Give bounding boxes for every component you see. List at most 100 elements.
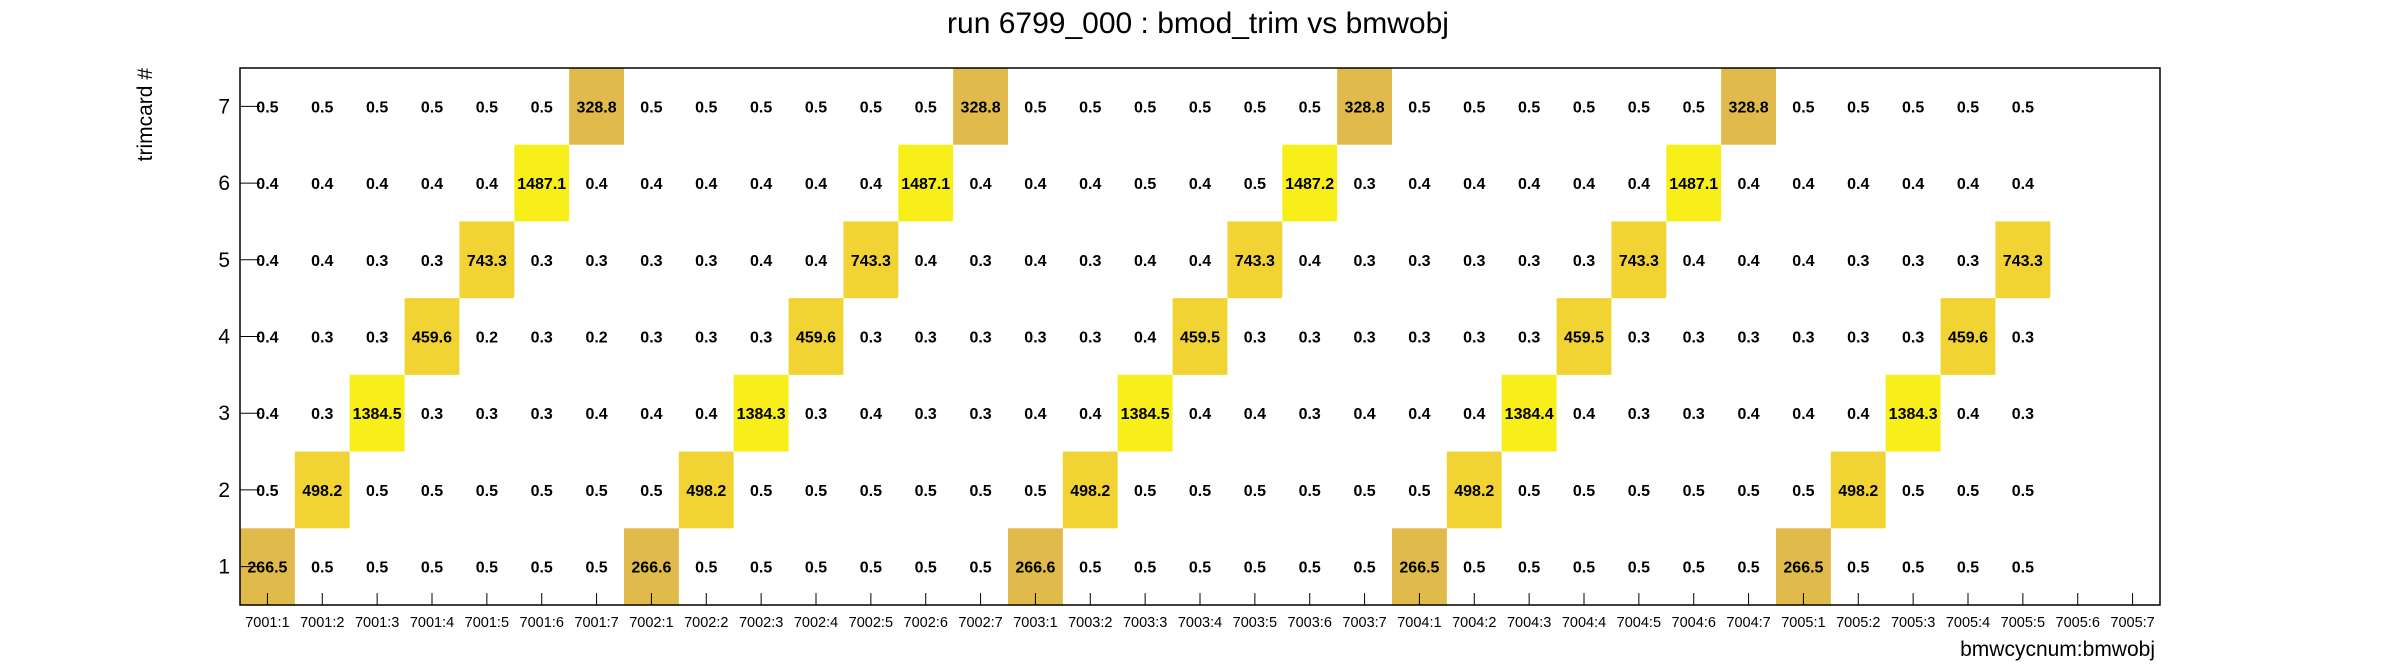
cell-value-label: 0.3 bbox=[311, 330, 333, 347]
cell-value-label: 0.3 bbox=[1408, 330, 1430, 347]
cell-value-label: 498.2 bbox=[686, 483, 726, 500]
cell-value-label: 0.4 bbox=[1628, 176, 1650, 193]
cell-value-label: 0.4 bbox=[969, 176, 991, 193]
x-tick-label: 7002:7 bbox=[958, 615, 1002, 631]
cell-value-label: 0.5 bbox=[860, 483, 882, 500]
heatmap-cell bbox=[1282, 144, 1338, 222]
cell-value-label: 0.5 bbox=[750, 560, 772, 577]
heatmap-cell bbox=[459, 221, 515, 299]
cell-value-label: 1487.1 bbox=[517, 176, 566, 193]
x-tick-label: 7001:3 bbox=[355, 615, 399, 631]
cell-value-label: 743.3 bbox=[2003, 253, 2043, 270]
cell-value-label: 0.5 bbox=[1683, 99, 1705, 116]
heatmap-cell bbox=[1008, 528, 1063, 605]
heatmap-cell bbox=[733, 374, 789, 452]
cell-value-label: 266.5 bbox=[1783, 560, 1823, 577]
cell-value-label: 0.5 bbox=[1518, 99, 1540, 116]
cell-value-label: 0.3 bbox=[1683, 406, 1705, 423]
cell-value-label: 0.5 bbox=[2012, 560, 2034, 577]
cell-value-label: 0.5 bbox=[311, 560, 333, 577]
cell-value-label: 0.5 bbox=[1737, 560, 1759, 577]
heatmap-cell bbox=[1830, 451, 1886, 529]
heatmap-cell bbox=[1721, 68, 1776, 145]
cell-value-label: 0.4 bbox=[1573, 406, 1595, 423]
y-tick-label: 3 bbox=[218, 402, 230, 425]
heatmap-cell bbox=[1172, 298, 1228, 375]
cell-value-label: 0.3 bbox=[1683, 330, 1705, 347]
cell-value-label: 0.3 bbox=[531, 330, 553, 347]
cell-value-label: 1384.3 bbox=[1889, 406, 1938, 423]
cell-value-label: 0.3 bbox=[531, 253, 553, 270]
cell-value-label: 0.5 bbox=[366, 99, 388, 116]
cell-value-label: 0.5 bbox=[915, 483, 937, 500]
cell-value-label: 0.3 bbox=[1847, 253, 1869, 270]
cell-value-label: 0.4 bbox=[640, 406, 662, 423]
x-tick-label: 7001:7 bbox=[574, 615, 618, 631]
cell-value-label: 459.6 bbox=[796, 330, 836, 347]
cell-value-label: 498.2 bbox=[1070, 483, 1110, 500]
cell-value-label: 0.5 bbox=[366, 483, 388, 500]
x-tick-label: 7003:5 bbox=[1233, 615, 1277, 631]
cell-value-label: 0.3 bbox=[1353, 176, 1375, 193]
cell-value-label: 743.3 bbox=[1619, 253, 1659, 270]
x-tick-label: 7004:6 bbox=[1672, 615, 1716, 631]
cell-value-label: 0.3 bbox=[1847, 330, 1869, 347]
y-tick-label: 6 bbox=[218, 172, 230, 195]
heatmap-cell bbox=[898, 144, 954, 222]
cell-value-label: 0.4 bbox=[1518, 176, 1540, 193]
cell-value-label: 0.3 bbox=[2012, 406, 2034, 423]
x-tick-label: 7003:6 bbox=[1288, 615, 1332, 631]
cell-value-label: 0.2 bbox=[585, 330, 607, 347]
cell-value-label: 0.5 bbox=[1683, 483, 1705, 500]
cell-value-label: 0.5 bbox=[1847, 99, 1869, 116]
cell-value-label: 0.4 bbox=[1024, 253, 1046, 270]
cell-value-label: 0.5 bbox=[1134, 99, 1156, 116]
cell-value-label: 0.3 bbox=[805, 406, 827, 423]
heatmap-cell bbox=[1611, 221, 1667, 299]
cell-value-label: 0.3 bbox=[640, 253, 662, 270]
cell-value-label: 0.5 bbox=[585, 483, 607, 500]
x-tick-label: 7002:3 bbox=[739, 615, 783, 631]
x-tick-label: 7003:7 bbox=[1342, 615, 1386, 631]
cell-value-label: 0.5 bbox=[421, 483, 443, 500]
heatmap-cell bbox=[514, 144, 570, 222]
heatmap-cell bbox=[1776, 528, 1831, 605]
cell-value-label: 0.5 bbox=[1024, 483, 1046, 500]
heatmap-cell bbox=[1392, 528, 1447, 605]
cell-value-label: 0.3 bbox=[1299, 406, 1321, 423]
x-tick-label: 7003:4 bbox=[1178, 615, 1222, 631]
cell-value-label: 0.4 bbox=[1024, 406, 1046, 423]
cell-value-label: 0.3 bbox=[1079, 253, 1101, 270]
x-tick-label: 7004:4 bbox=[1562, 615, 1606, 631]
x-tick-label: 7005:7 bbox=[2110, 615, 2154, 631]
cell-value-label: 0.4 bbox=[421, 176, 443, 193]
x-tick-label: 7002:5 bbox=[849, 615, 893, 631]
x-tick-label: 7004:2 bbox=[1452, 615, 1496, 631]
cell-value-label: 0.5 bbox=[640, 99, 662, 116]
cell-value-label: 0.4 bbox=[1244, 406, 1266, 423]
cell-value-label: 0.5 bbox=[2012, 99, 2034, 116]
cell-value-label: 0.5 bbox=[2012, 483, 2034, 500]
cell-value-label: 0.3 bbox=[1353, 330, 1375, 347]
heatmap-cell bbox=[1885, 374, 1941, 452]
cell-value-label: 0.4 bbox=[311, 253, 333, 270]
x-tick-label: 7001:5 bbox=[465, 615, 509, 631]
chart-title: run 6799_000 : bmod_trim vs bmwobj bbox=[947, 7, 1449, 40]
cell-value-label: 0.5 bbox=[1628, 560, 1650, 577]
cell-value-label: 0.4 bbox=[860, 176, 882, 193]
cell-value-label: 0.4 bbox=[695, 176, 717, 193]
cell-value-label: 0.4 bbox=[256, 330, 278, 347]
x-tick-label: 7003:2 bbox=[1068, 615, 1112, 631]
x-axis-ticks: 7001:1 7001:2 7001:3 7001:4 7001:5 7001:6 7001… bbox=[245, 593, 2155, 631]
cell-value-label: 0.5 bbox=[695, 560, 717, 577]
y-tick-label: 4 bbox=[218, 326, 230, 349]
cell-value-label: 0.4 bbox=[1299, 253, 1321, 270]
x-tick-label: 7003:3 bbox=[1123, 615, 1167, 631]
cell-value-label: 328.8 bbox=[1729, 99, 1769, 116]
cell-value-label: 0.4 bbox=[1792, 176, 1814, 193]
cell-value-label: 0.3 bbox=[1463, 330, 1485, 347]
cell-value-label: 0.4 bbox=[695, 406, 717, 423]
cell-value-label: 0.5 bbox=[531, 483, 553, 500]
heatmap-cell bbox=[1556, 298, 1612, 375]
